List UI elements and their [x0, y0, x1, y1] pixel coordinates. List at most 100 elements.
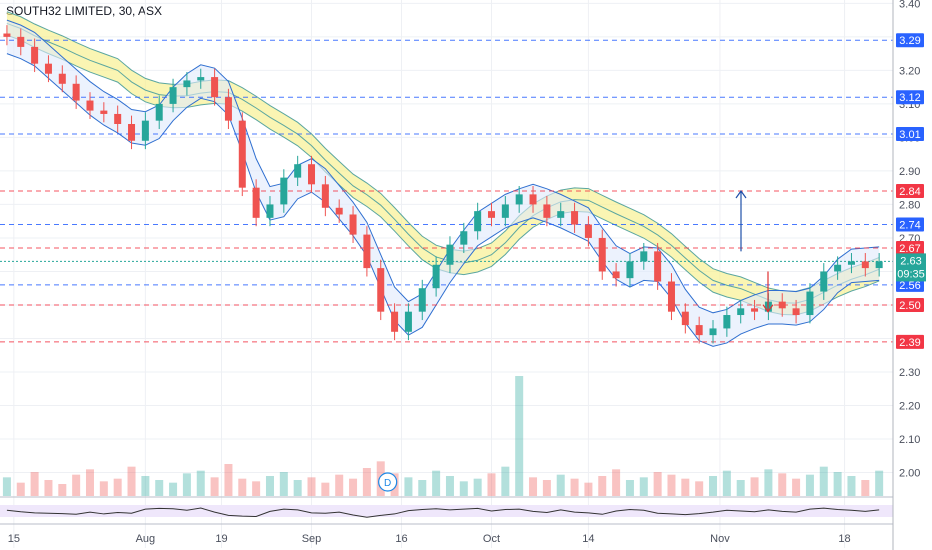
candle	[571, 211, 579, 225]
envelope-lower	[6, 53, 880, 347]
candles	[3, 25, 883, 344]
candle	[612, 271, 620, 279]
candle	[183, 80, 191, 88]
candle	[432, 264, 440, 289]
candle	[169, 87, 177, 104]
trade-arrows: D	[378, 189, 774, 492]
volume-bar	[85, 469, 94, 496]
candle	[238, 120, 246, 188]
volume-bar	[515, 376, 524, 496]
candle	[667, 281, 675, 312]
candle	[543, 204, 551, 218]
volume-bar	[750, 477, 759, 496]
price-badge-label: 2.56	[899, 280, 920, 292]
y-tick-label: 3.40	[899, 0, 920, 10]
price-badge	[896, 127, 924, 142]
price-badge-label: 2.39	[899, 337, 920, 349]
candle	[58, 73, 66, 84]
volume-bar	[667, 474, 676, 496]
volume-bar	[695, 481, 704, 496]
volume-bar	[265, 476, 274, 496]
candle	[806, 291, 814, 316]
candle	[446, 244, 454, 265]
candle	[155, 103, 163, 121]
price-badge	[896, 297, 924, 312]
price-badge-label: 2.74	[899, 220, 920, 232]
candle	[252, 187, 260, 218]
ma-band-mid	[6, 22, 880, 304]
candle	[861, 261, 869, 269]
volume-bar	[861, 480, 870, 496]
candle	[197, 77, 205, 81]
candle	[211, 77, 219, 98]
y-tick-label: 2.00	[899, 468, 920, 480]
volume-bar	[30, 472, 39, 496]
volume-bar	[501, 466, 510, 496]
candle	[31, 46, 39, 64]
candle	[335, 207, 343, 215]
volume-bar	[307, 477, 316, 496]
volume-bar	[805, 474, 814, 496]
candle	[820, 271, 828, 292]
volume-bar	[432, 470, 441, 496]
volume-bar	[321, 482, 330, 496]
volume-bar	[362, 468, 371, 496]
volume-bar	[473, 478, 482, 496]
price-badge	[896, 217, 924, 232]
volume-bar	[487, 473, 496, 496]
volume-bar	[584, 482, 593, 496]
countdown-label: 09:35	[897, 268, 925, 280]
candle	[557, 211, 565, 218]
volume-bar	[639, 477, 648, 496]
candle	[72, 83, 80, 101]
volume-bar	[210, 477, 219, 496]
candle	[487, 211, 495, 218]
candle	[418, 288, 426, 312]
volume-bar	[127, 466, 136, 496]
candle	[460, 231, 468, 245]
candle	[847, 261, 855, 265]
candle	[100, 110, 108, 114]
x-tick-label: 14	[582, 533, 594, 545]
volume-bar	[293, 480, 302, 496]
volume-bar	[404, 477, 413, 496]
price-envelope	[6, 19, 880, 347]
volume-bar	[238, 478, 247, 496]
volume-bar	[72, 474, 81, 496]
candle	[266, 204, 274, 218]
y-tick-label: 2.10	[899, 434, 920, 446]
price-badge	[896, 241, 924, 255]
candle	[751, 308, 759, 312]
volume-bar	[764, 469, 773, 496]
x-tick-label: 18	[838, 533, 850, 545]
x-tick-label: Sep	[302, 533, 322, 545]
volume-bar	[2, 477, 11, 496]
candle	[474, 211, 482, 232]
candle	[363, 234, 371, 269]
candle	[17, 36, 25, 47]
volume-bar	[169, 482, 178, 496]
candle	[114, 113, 122, 124]
volume-bar	[570, 478, 579, 496]
volume-bar	[196, 470, 205, 496]
candle	[695, 325, 703, 336]
volume-bar	[598, 476, 607, 496]
candle	[598, 237, 606, 272]
volume-bar	[224, 464, 233, 496]
volume-bar	[16, 482, 25, 496]
volume-bar	[335, 474, 344, 496]
volume-bar	[542, 480, 551, 496]
volume-bar	[722, 470, 731, 496]
volume-bar	[792, 478, 801, 496]
volume-bar	[612, 469, 621, 496]
x-tick-label: 15	[8, 533, 20, 545]
price-badge-label: 2.84	[899, 186, 920, 198]
candle	[308, 164, 316, 185]
price-badge	[896, 90, 924, 105]
price-badge-label: 2.50	[899, 300, 920, 312]
y-tick-label: 2.90	[899, 166, 920, 178]
volume-bar	[736, 480, 745, 496]
arrow-down-head	[762, 304, 774, 313]
price-badge	[896, 334, 924, 349]
